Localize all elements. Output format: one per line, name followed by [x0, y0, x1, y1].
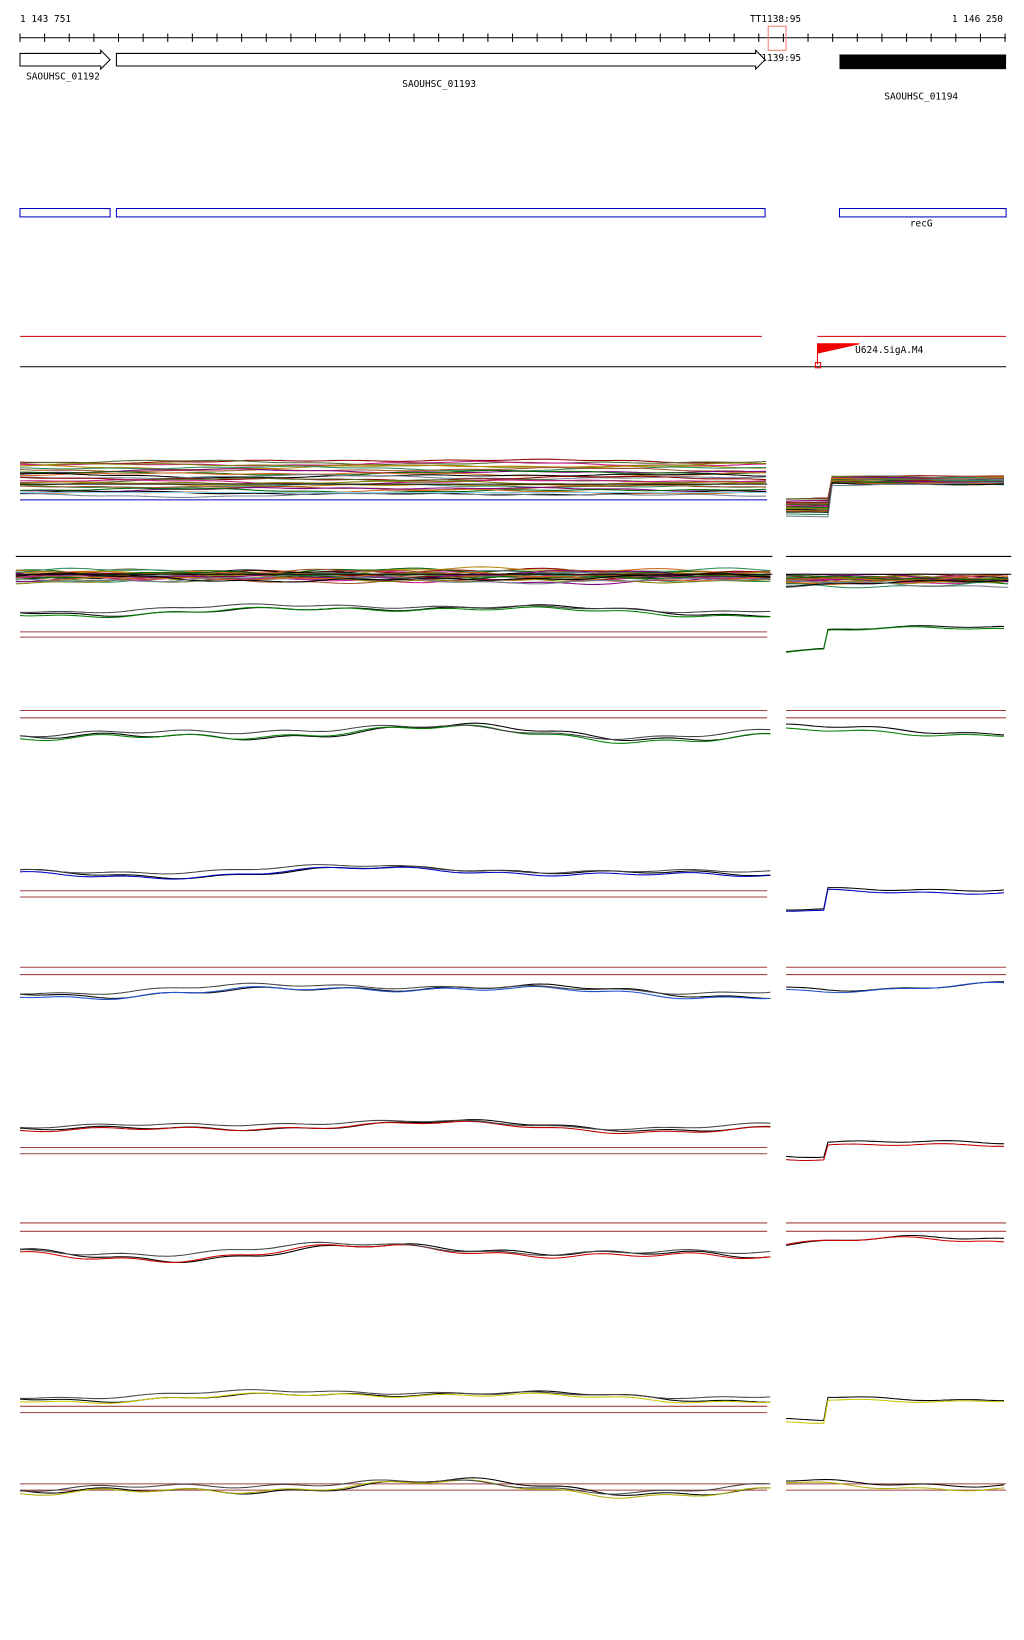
terminator-label: TT1138:95 — [750, 14, 801, 25]
annotation-label: recG — [910, 218, 933, 229]
signal-line — [19, 466, 767, 473]
terminator-box — [767, 25, 787, 51]
signal-line — [19, 459, 767, 466]
signal-line — [785, 1140, 1005, 1158]
promoter-flag — [816, 343, 860, 365]
signal-line — [19, 458, 767, 465]
signal-line — [786, 579, 1009, 587]
signal-line — [786, 1481, 1005, 1492]
signal-line — [786, 480, 1005, 508]
signal-line — [786, 575, 1009, 581]
signal-line — [19, 486, 767, 492]
annotation-box — [19, 208, 111, 218]
signal-line — [786, 575, 1009, 581]
signal-line — [19, 985, 771, 1001]
signal-line — [786, 580, 1009, 589]
ruler-ticks — [19, 33, 1006, 42]
promoter-mark — [814, 362, 822, 369]
signal-line — [786, 1396, 1005, 1421]
signal-line — [786, 481, 1005, 509]
signal-line — [786, 887, 1005, 911]
signal-line — [19, 1243, 771, 1263]
signal-line — [785, 727, 1005, 737]
annotation-box — [838, 208, 1007, 218]
signal-line — [786, 981, 1005, 994]
signal-line — [19, 492, 767, 498]
signal-line — [19, 1241, 771, 1257]
signal-line — [19, 724, 771, 740]
signal-line — [786, 482, 1005, 518]
annotation-box — [115, 208, 766, 218]
signal-line — [19, 606, 771, 619]
signal-line — [785, 625, 1005, 653]
signal-line — [19, 1389, 771, 1400]
signal-line — [19, 481, 767, 487]
gene-box — [839, 54, 1007, 70]
signal-line — [19, 866, 771, 880]
signal-line — [786, 888, 1005, 912]
signal-line — [19, 603, 771, 614]
signal-line — [786, 1398, 1005, 1424]
signal-line — [19, 472, 767, 478]
ruler-start: 1 143 751 — [20, 14, 71, 25]
signal-line — [785, 626, 1005, 653]
terminator-label: TT1139:95 — [750, 53, 801, 64]
signal-line — [785, 1143, 1005, 1161]
signal-line — [786, 1479, 1005, 1488]
signal-line — [19, 982, 771, 995]
signal-line — [19, 1479, 771, 1499]
signal-line — [15, 570, 771, 580]
gene-label: SAOUHSC_01193 — [402, 79, 476, 90]
signal-line — [19, 1119, 771, 1132]
signal-line — [19, 469, 767, 476]
gene-arrow — [115, 49, 766, 71]
gene-label: SAOUHSC_01194 — [884, 92, 958, 103]
signal-line — [19, 1119, 771, 1131]
signal-line — [19, 474, 767, 480]
signal-line — [19, 1244, 771, 1263]
signal-line — [19, 479, 767, 485]
signal-line — [786, 723, 1005, 736]
signal-line — [19, 864, 771, 875]
promoter-label: U624.SigA.M4 — [855, 345, 923, 356]
signal-line — [19, 724, 771, 744]
signal-line — [786, 579, 1009, 588]
gene-label: SAOUHSC_01192 — [26, 72, 100, 83]
signal-line — [15, 572, 771, 583]
signal-line — [15, 573, 771, 585]
signal-line — [786, 482, 1005, 512]
ruler-end: 1 146 250 — [952, 14, 1003, 25]
signal-line — [785, 1236, 1005, 1246]
gene-arrow — [19, 49, 111, 71]
signal-line — [19, 1120, 771, 1135]
signal-line — [19, 1479, 771, 1495]
expression-tracks — [15, 458, 1012, 1499]
signal-line — [19, 1392, 771, 1404]
signal-line — [19, 464, 767, 471]
